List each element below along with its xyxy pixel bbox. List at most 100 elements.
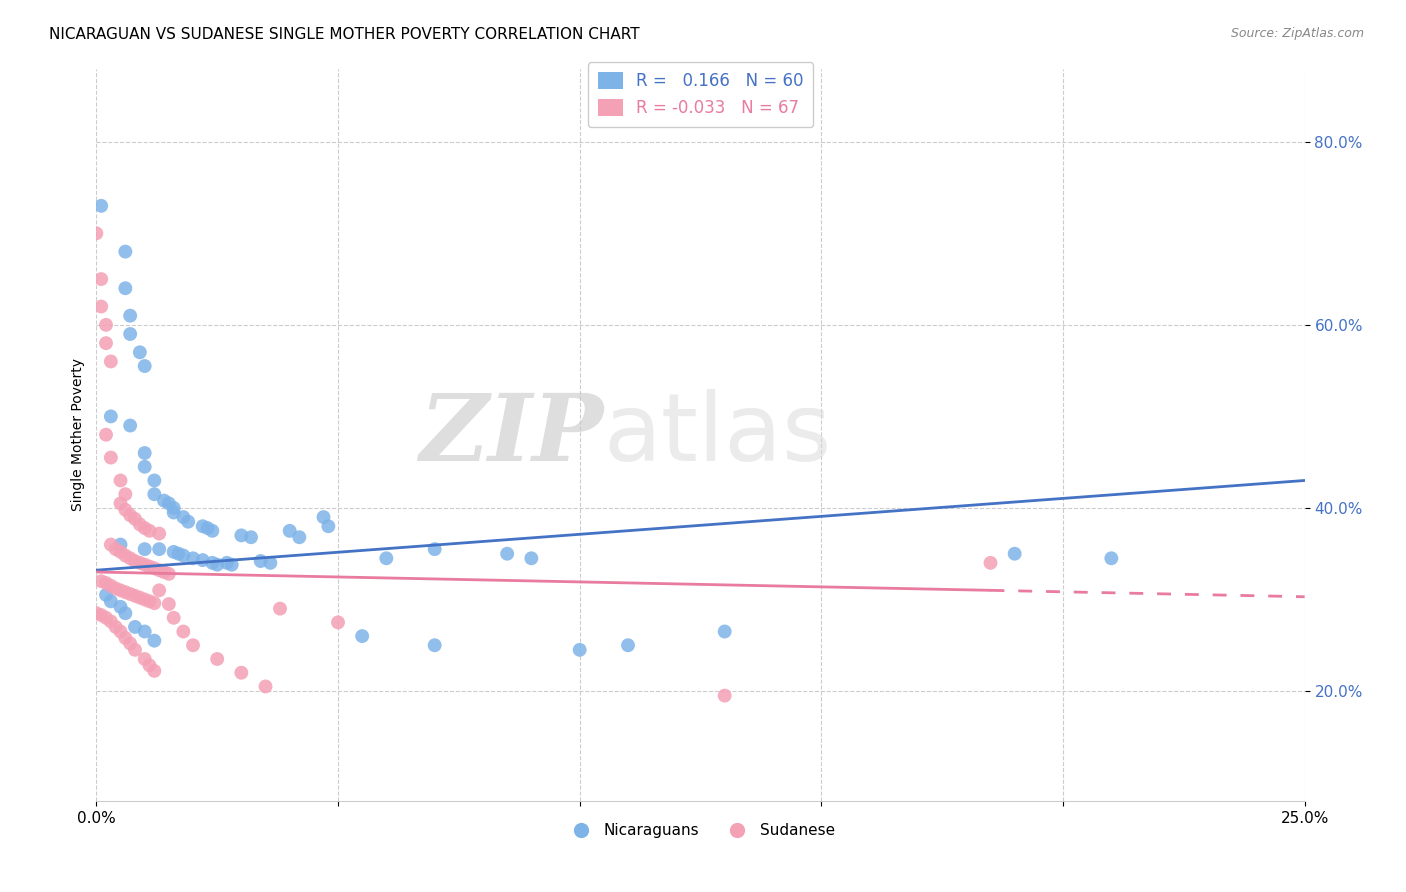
Point bbox=[269, 601, 291, 615]
Point bbox=[124, 643, 146, 657]
Point bbox=[110, 545, 132, 559]
Point bbox=[713, 689, 735, 703]
Point bbox=[134, 521, 156, 535]
Point bbox=[134, 592, 156, 607]
Point bbox=[254, 680, 277, 694]
Point bbox=[143, 664, 166, 678]
Point bbox=[205, 652, 228, 666]
Point bbox=[326, 615, 349, 630]
Point bbox=[163, 500, 186, 515]
Point bbox=[143, 561, 166, 575]
Point bbox=[90, 608, 112, 623]
Point bbox=[568, 643, 591, 657]
Point bbox=[143, 633, 166, 648]
Point bbox=[148, 563, 170, 577]
Point bbox=[134, 558, 156, 572]
Point bbox=[120, 309, 142, 323]
Point bbox=[163, 545, 186, 559]
Point bbox=[148, 526, 170, 541]
Point bbox=[259, 556, 281, 570]
Point bbox=[288, 530, 311, 544]
Point bbox=[114, 549, 136, 563]
Point bbox=[94, 576, 117, 591]
Point bbox=[90, 272, 112, 286]
Point bbox=[134, 446, 156, 460]
Point bbox=[110, 583, 132, 598]
Point bbox=[120, 587, 142, 601]
Point bbox=[128, 591, 150, 605]
Point bbox=[617, 638, 640, 652]
Y-axis label: Single Mother Poverty: Single Mother Poverty bbox=[72, 359, 86, 511]
Point bbox=[138, 594, 160, 608]
Text: ZIP: ZIP bbox=[419, 390, 603, 480]
Point bbox=[110, 474, 132, 488]
Point bbox=[100, 594, 122, 608]
Point bbox=[94, 336, 117, 351]
Point bbox=[1099, 551, 1122, 566]
Point bbox=[114, 502, 136, 516]
Point bbox=[104, 542, 127, 557]
Point bbox=[134, 624, 156, 639]
Point bbox=[520, 551, 543, 566]
Point bbox=[134, 359, 156, 373]
Point bbox=[713, 624, 735, 639]
Point bbox=[205, 558, 228, 572]
Point bbox=[157, 566, 180, 581]
Point bbox=[138, 524, 160, 538]
Point bbox=[124, 589, 146, 603]
Point bbox=[318, 519, 340, 533]
Point bbox=[496, 547, 519, 561]
Point bbox=[172, 624, 194, 639]
Point bbox=[100, 537, 122, 551]
Point bbox=[221, 558, 243, 572]
Point bbox=[120, 326, 142, 341]
Point bbox=[172, 549, 194, 563]
Point bbox=[153, 493, 176, 508]
Point bbox=[312, 510, 335, 524]
Point bbox=[128, 556, 150, 570]
Point bbox=[100, 354, 122, 368]
Point bbox=[90, 300, 112, 314]
Text: atlas: atlas bbox=[603, 389, 832, 481]
Point bbox=[104, 620, 127, 634]
Point bbox=[124, 554, 146, 568]
Point bbox=[201, 524, 224, 538]
Point bbox=[100, 615, 122, 629]
Point bbox=[375, 551, 398, 566]
Point bbox=[191, 519, 214, 533]
Point bbox=[143, 474, 166, 488]
Point bbox=[94, 611, 117, 625]
Point bbox=[148, 583, 170, 598]
Point bbox=[86, 606, 108, 620]
Point bbox=[120, 418, 142, 433]
Point bbox=[114, 606, 136, 620]
Point bbox=[114, 585, 136, 599]
Point bbox=[177, 515, 200, 529]
Point bbox=[110, 496, 132, 510]
Point bbox=[114, 244, 136, 259]
Text: NICARAGUAN VS SUDANESE SINGLE MOTHER POVERTY CORRELATION CHART: NICARAGUAN VS SUDANESE SINGLE MOTHER POV… bbox=[49, 27, 640, 42]
Point bbox=[114, 281, 136, 295]
Point bbox=[231, 528, 253, 542]
Point bbox=[153, 565, 176, 579]
Point bbox=[120, 636, 142, 650]
Point bbox=[114, 631, 136, 645]
Point bbox=[197, 521, 219, 535]
Point bbox=[94, 318, 117, 332]
Point bbox=[352, 629, 374, 643]
Point bbox=[94, 588, 117, 602]
Point bbox=[172, 510, 194, 524]
Point bbox=[120, 508, 142, 523]
Point bbox=[148, 542, 170, 557]
Point bbox=[104, 582, 127, 596]
Point bbox=[167, 547, 190, 561]
Point bbox=[90, 199, 112, 213]
Point bbox=[423, 542, 446, 557]
Point bbox=[157, 496, 180, 510]
Point bbox=[231, 665, 253, 680]
Point bbox=[100, 450, 122, 465]
Point bbox=[110, 624, 132, 639]
Point bbox=[240, 530, 263, 544]
Point bbox=[181, 638, 204, 652]
Point bbox=[134, 459, 156, 474]
